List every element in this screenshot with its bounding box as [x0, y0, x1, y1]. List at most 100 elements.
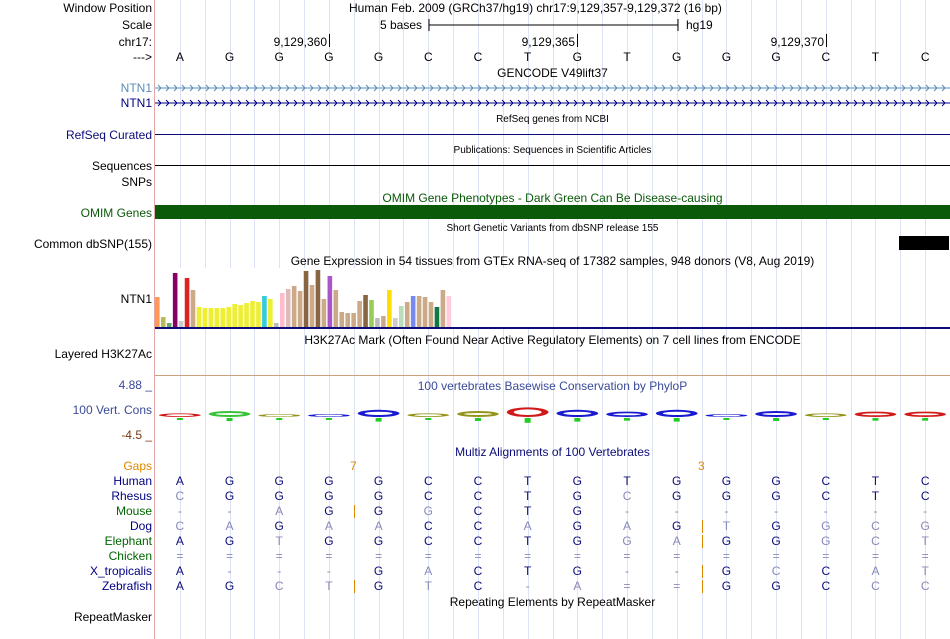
multiz-aligned-base[interactable]: = — [871, 549, 879, 563]
multiz-aligned-base[interactable]: - — [923, 504, 928, 518]
multiz-aligned-base[interactable]: G — [821, 519, 831, 533]
gtex-tissue-bar[interactable] — [410, 296, 416, 327]
gencode-gene-label-2[interactable]: NTN1 — [120, 96, 152, 110]
publications-line[interactable] — [155, 165, 950, 166]
gtex-tissue-bar[interactable] — [333, 290, 339, 327]
gencode-track-title[interactable]: GENCODE V49lift37 — [497, 66, 608, 80]
multiz-aligned-base[interactable]: = — [226, 549, 234, 563]
multiz-aligned-base[interactable]: T — [871, 474, 880, 488]
phylop-base-logo[interactable] — [606, 411, 648, 421]
multiz-aligned-base[interactable]: G — [224, 489, 235, 503]
multiz-aligned-base[interactable]: A — [175, 579, 184, 593]
multiz-aligned-base[interactable]: = — [524, 549, 532, 563]
phylop-base-logo[interactable] — [357, 409, 400, 422]
multiz-aligned-base[interactable]: C — [473, 504, 483, 518]
multiz-aligned-base[interactable]: C — [423, 519, 433, 533]
multiz-aligned-base[interactable]: A — [175, 534, 184, 548]
multiz-aligned-base[interactable]: G — [721, 579, 732, 593]
dbsnp-label[interactable]: Common dbSNP(155) — [33, 237, 152, 251]
multiz-aligned-base[interactable]: - — [823, 504, 828, 518]
multiz-aligned-base[interactable]: G — [324, 534, 334, 548]
gtex-tissue-bar[interactable] — [422, 297, 428, 327]
phylop-label[interactable]: 100 Vert. Cons — [72, 403, 152, 417]
multiz-aligned-base[interactable]: - — [625, 504, 630, 518]
reference-base[interactable]: T — [623, 50, 631, 64]
multiz-aligned-base[interactable]: G — [672, 489, 682, 503]
multiz-aligned-base[interactable]: A — [424, 564, 433, 578]
multiz-aligned-base[interactable]: G — [373, 564, 384, 578]
gtex-tissue-bar[interactable] — [446, 296, 452, 327]
gtex-tissue-bar[interactable] — [387, 290, 392, 327]
reference-base[interactable]: A — [175, 50, 184, 64]
multiz-aligned-base[interactable]: T — [921, 534, 929, 548]
gtex-tissue-bar[interactable] — [339, 312, 345, 327]
gtex-tissue-bar[interactable] — [351, 313, 356, 327]
gtex-tissue-bar[interactable] — [363, 295, 368, 327]
gtex-tissue-bar[interactable] — [190, 290, 196, 327]
multiz-aligned-base[interactable]: = — [275, 549, 283, 563]
multiz-aligned-base[interactable]: G — [721, 474, 732, 488]
multiz-aligned-base[interactable]: G — [672, 474, 682, 488]
reference-base[interactable]: T — [523, 50, 532, 64]
multiz-aligned-base[interactable]: C — [175, 519, 185, 533]
multiz-aligned-base[interactable]: T — [424, 579, 432, 593]
reference-base[interactable]: C — [473, 50, 483, 64]
multiz-aligned-base[interactable]: A — [374, 519, 383, 533]
multiz-aligned-base[interactable]: C — [920, 489, 930, 503]
multiz-insertion-mark[interactable] — [354, 505, 355, 518]
gtex-tissue-bar[interactable] — [309, 285, 315, 327]
gtex-tissue-bar[interactable] — [428, 302, 434, 327]
gencode-transcript-2[interactable] — [155, 98, 950, 108]
multiz-aligned-base[interactable]: G — [771, 534, 781, 548]
gtex-tissue-bar[interactable] — [244, 303, 249, 327]
multiz-aligned-base[interactable]: G — [572, 474, 583, 488]
multiz-aligned-base[interactable]: C — [473, 564, 483, 578]
multiz-aligned-base[interactable]: - — [873, 504, 878, 518]
multiz-aligned-base[interactable]: = — [325, 549, 333, 563]
multiz-aligned-base[interactable]: C — [821, 579, 831, 593]
multiz-aligned-base[interactable]: C — [473, 534, 483, 548]
gtex-tissue-bar[interactable] — [375, 318, 380, 327]
gtex-tissue-bar[interactable] — [256, 302, 261, 327]
gtex-tissue-bar[interactable] — [315, 270, 321, 327]
multiz-aligned-base[interactable]: G — [721, 564, 732, 578]
multiz-aligned-base[interactable]: - — [177, 504, 182, 518]
multiz-aligned-base[interactable]: T — [523, 504, 532, 518]
gtex-tissue-bar[interactable] — [393, 318, 398, 327]
multiz-aligned-base[interactable]: C — [821, 489, 831, 503]
multiz-species-label[interactable]: Human — [113, 474, 152, 488]
multiz-aligned-base[interactable]: - — [227, 504, 232, 518]
multiz-aligned-base[interactable]: G — [224, 534, 235, 548]
gtex-tissue-bar[interactable] — [250, 301, 255, 327]
reference-base[interactable]: G — [224, 50, 235, 64]
phylop-base-logo[interactable] — [158, 413, 201, 420]
multiz-aligned-base[interactable]: C — [274, 579, 284, 593]
multiz-aligned-base[interactable]: - — [724, 504, 729, 518]
multiz-species-label[interactable]: Elephant — [104, 534, 152, 548]
phylop-base-logo[interactable] — [457, 411, 499, 421]
multiz-aligned-base[interactable]: G — [920, 519, 930, 533]
multiz-aligned-base[interactable]: G — [672, 519, 682, 533]
gtex-tissue-bar[interactable] — [327, 276, 333, 327]
multiz-aligned-base[interactable]: C — [871, 579, 880, 593]
multiz-insertion-mark[interactable] — [702, 565, 703, 578]
multiz-aligned-base[interactable]: C — [622, 489, 632, 503]
multiz-aligned-base[interactable]: A — [623, 519, 632, 533]
multiz-aligned-base[interactable]: C — [423, 474, 433, 488]
multiz-aligned-base[interactable]: C — [175, 489, 185, 503]
multiz-aligned-base[interactable]: - — [525, 579, 530, 593]
multiz-aligned-base[interactable]: T — [325, 579, 333, 593]
multiz-species-label[interactable]: Dog — [129, 519, 152, 533]
multiz-aligned-base[interactable]: G — [721, 534, 732, 548]
multiz-aligned-base[interactable]: C — [473, 519, 483, 533]
multiz-aligned-base[interactable]: = — [822, 549, 830, 563]
publications-track-title[interactable]: Publications: Sequences in Scientific Ar… — [453, 145, 652, 156]
multiz-aligned-base[interactable]: G — [771, 519, 781, 533]
gtex-tissue-bar[interactable] — [214, 308, 220, 327]
multiz-aligned-base[interactable]: G — [373, 489, 384, 503]
gtex-tissue-bar[interactable] — [178, 321, 184, 327]
multiz-aligned-base[interactable]: T — [523, 489, 532, 503]
multiz-aligned-base[interactable]: C — [423, 534, 433, 548]
dbsnp-track-title[interactable]: Short Genetic Variants from dbSNP releas… — [446, 223, 659, 234]
multiz-species-label[interactable]: Chicken — [108, 549, 152, 563]
